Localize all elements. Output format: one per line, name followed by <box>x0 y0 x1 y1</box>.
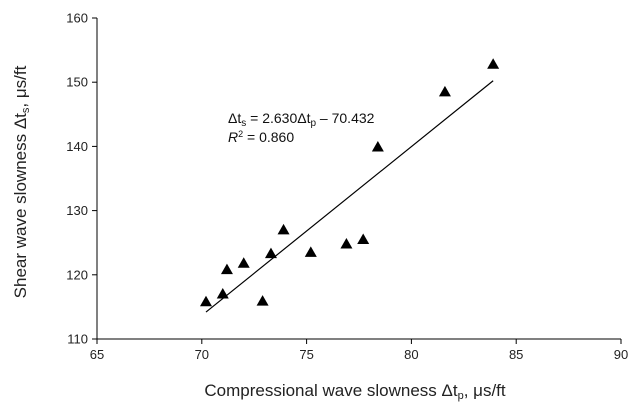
y-tick-label: 130 <box>66 203 88 218</box>
trend-line <box>205 80 494 313</box>
data-points <box>199 58 500 307</box>
y-tick-label: 140 <box>66 139 88 154</box>
y-axis-title: Shear wave slowness Δts, μs/ft <box>11 65 32 298</box>
data-point-triangle <box>264 247 277 259</box>
data-point-triangle <box>277 223 290 235</box>
x-tick-label: 80 <box>404 347 418 362</box>
x-tick-label: 70 <box>195 347 209 362</box>
data-point-triangle <box>357 233 370 244</box>
data-point-triangle <box>487 58 500 69</box>
y-tick-label: 120 <box>66 267 88 282</box>
data-point-triangle <box>216 288 229 299</box>
data-point-triangle <box>256 295 269 306</box>
data-point-triangle <box>304 246 317 257</box>
x-tick-label: 85 <box>509 347 523 362</box>
x-tick-label: 65 <box>90 347 104 362</box>
data-point-triangle <box>220 263 233 275</box>
x-axis-title: Compressional wave slowness Δtp, μs/ft <box>204 381 506 402</box>
data-point-triangle <box>371 141 384 152</box>
data-point-triangle <box>199 295 212 307</box>
data-point-triangle <box>438 85 451 97</box>
x-tick-label: 75 <box>299 347 313 362</box>
tick-labels: 65 70 75 80 85 90 110 120 130 140 150 160 <box>66 11 628 363</box>
tick-marks <box>92 17 622 344</box>
r-squared-label: R2 = 0.860 <box>228 129 294 145</box>
data-point-triangle <box>237 257 250 268</box>
equation-label: Δts = 2.630Δtp – 70.432 <box>228 110 375 129</box>
data-point-triangle <box>340 237 353 249</box>
y-tick-label: 160 <box>66 11 88 26</box>
axes <box>96 18 621 340</box>
x-tick-label: 90 <box>614 347 628 362</box>
y-tick-label: 110 <box>67 332 88 347</box>
y-tick-label: 150 <box>66 75 88 90</box>
